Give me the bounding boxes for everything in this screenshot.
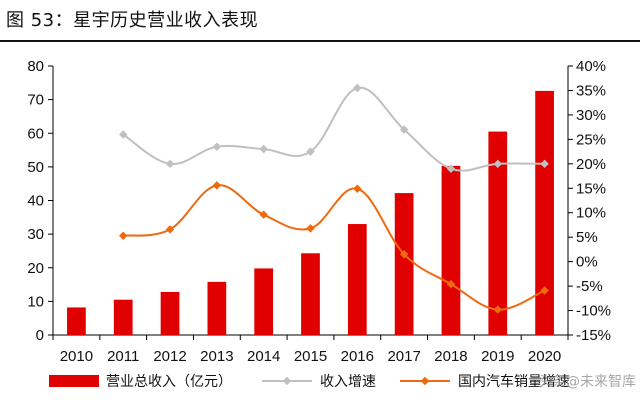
- legend-marker-growth: [282, 376, 292, 386]
- right-tick-label: 15%: [576, 180, 606, 197]
- bar: [535, 90, 554, 335]
- x-tick-label: 2017: [387, 348, 420, 365]
- legend-label-revenue: 营业总收入（亿元）: [106, 374, 232, 390]
- line-point: [353, 83, 362, 93]
- left-tick-label: 20: [27, 260, 44, 277]
- left-tick-label: 50: [27, 159, 44, 176]
- line-point: [540, 286, 549, 295]
- bar: [67, 307, 86, 335]
- line-point: [212, 142, 222, 151]
- bar: [347, 224, 367, 335]
- right-tick-label: 25%: [576, 131, 606, 148]
- x-tick-label: 2014: [247, 348, 280, 365]
- x-tick-label: 2016: [341, 348, 374, 365]
- legend-swatch-revenue: [49, 375, 99, 387]
- bar: [441, 165, 461, 335]
- line-point: [259, 210, 268, 219]
- left-tick-label: 40: [27, 193, 44, 210]
- legend-label-growth: 收入增速: [320, 374, 376, 390]
- left-tick-label: 30: [27, 226, 44, 243]
- legend-label-auto-sales: 国内汽车销量增速: [458, 373, 570, 390]
- legend-marker-auto-sales: [420, 376, 430, 386]
- line-point: [118, 130, 128, 139]
- line-point: [165, 225, 175, 234]
- bar: [113, 299, 133, 335]
- bar: [301, 253, 320, 335]
- left-tick-label: 70: [27, 92, 44, 109]
- line-point: [446, 164, 456, 173]
- line-point: [306, 147, 315, 156]
- line-point: [118, 231, 128, 240]
- line-point: [399, 125, 409, 134]
- title-underline: [0, 40, 640, 42]
- bar: [160, 291, 180, 335]
- line-point: [165, 159, 175, 169]
- left-tick-label: 80: [27, 58, 44, 75]
- x-tick-label: 2018: [434, 348, 467, 365]
- x-tick-label: 2015: [294, 348, 327, 365]
- right-tick-label: 5%: [576, 229, 598, 246]
- line-point: [259, 144, 268, 154]
- page-title: 图 53：星宇历史营业收入表现: [6, 10, 259, 31]
- watermark-text: 头条@未来智库: [538, 373, 636, 390]
- bar: [488, 131, 508, 335]
- x-tick-label: 2020: [528, 348, 561, 365]
- right-tick-label: 35%: [576, 82, 606, 99]
- right-tick-label: 10%: [576, 205, 606, 222]
- line-point: [493, 159, 503, 169]
- right-tick-label: 40%: [576, 58, 606, 75]
- auto-sales-growth-line: [123, 184, 546, 311]
- line-point: [446, 279, 456, 289]
- x-tick-label: 2011: [107, 348, 139, 365]
- line-point: [212, 181, 222, 190]
- left-tick-label: 10: [27, 293, 44, 310]
- right-tick-label: -5%: [576, 278, 603, 295]
- x-tick-label: 2013: [200, 348, 233, 365]
- bar: [254, 268, 274, 335]
- right-tick-label: 30%: [576, 107, 606, 124]
- bar: [207, 281, 227, 335]
- left-tick-label: 0: [36, 327, 44, 344]
- right-tick-label: -15%: [576, 327, 611, 344]
- bar: [394, 193, 414, 335]
- x-tick-label: 2010: [60, 348, 93, 365]
- line-point: [353, 184, 362, 194]
- x-tick-label: 2012: [153, 348, 186, 365]
- line-point: [306, 224, 315, 233]
- right-tick-label: 20%: [576, 156, 606, 173]
- left-tick-label: 60: [27, 125, 44, 142]
- line-point: [399, 250, 409, 259]
- x-tick-label: 2019: [481, 348, 514, 365]
- growth-line: [122, 86, 545, 172]
- right-tick-label: 0%: [576, 254, 598, 271]
- right-tick-label: -10%: [576, 303, 611, 320]
- line-point: [493, 305, 503, 314]
